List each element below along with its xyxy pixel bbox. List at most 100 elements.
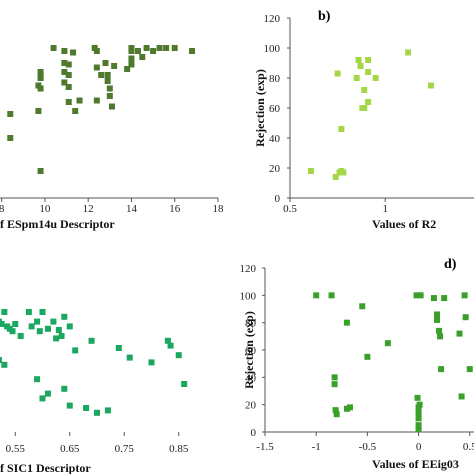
data-point bbox=[37, 168, 44, 174]
data-point bbox=[150, 48, 157, 54]
data-point bbox=[365, 69, 372, 75]
panel-label: b) bbox=[318, 9, 331, 24]
data-point bbox=[171, 45, 178, 51]
x-ticks: 0.55 0.65 0.75 0.85 bbox=[6, 432, 189, 455]
data-point bbox=[104, 407, 111, 414]
data-point bbox=[340, 169, 347, 176]
x-tick-label: 8 bbox=[0, 203, 5, 215]
data-point bbox=[39, 395, 46, 402]
data-point bbox=[343, 319, 350, 326]
y-tick-label: 100 bbox=[264, 43, 281, 55]
panel-label: d) bbox=[444, 257, 457, 272]
x-tick-label: 0.85 bbox=[169, 443, 189, 455]
data-point bbox=[17, 333, 24, 339]
data-point bbox=[106, 85, 113, 92]
y-tick-label: 80 bbox=[245, 318, 257, 330]
panel-d: 0 20 40 60 80 100 120 -1.5 -1 -0.5 0 0.5 Rejection… bbox=[240, 257, 474, 471]
data-point bbox=[328, 292, 335, 299]
data-point bbox=[65, 99, 72, 105]
x-ticks: 8 10 12 14 16 18 bbox=[0, 198, 224, 215]
data-point bbox=[37, 85, 44, 92]
data-point bbox=[438, 366, 445, 373]
data-point bbox=[417, 292, 424, 299]
data-point bbox=[139, 54, 146, 60]
y-tick-label: 40 bbox=[245, 372, 257, 384]
data-point bbox=[0, 357, 2, 363]
data-point bbox=[334, 70, 341, 77]
data-point bbox=[34, 376, 41, 383]
data-point bbox=[50, 318, 57, 325]
data-point bbox=[415, 415, 422, 422]
data-point bbox=[415, 422, 422, 429]
data-point bbox=[37, 75, 44, 81]
data-point bbox=[35, 108, 42, 114]
y-tick-label: 0 bbox=[275, 193, 281, 205]
y-tick-label: 60 bbox=[245, 345, 257, 357]
data-point bbox=[108, 103, 115, 110]
x-tick-label: 0.5 bbox=[283, 203, 297, 215]
data-point bbox=[357, 63, 364, 69]
data-point bbox=[361, 87, 368, 93]
data-point bbox=[313, 292, 320, 299]
data-point bbox=[415, 409, 422, 416]
data-point bbox=[434, 311, 440, 318]
x-tick-label: 0 bbox=[416, 441, 422, 453]
data-point bbox=[0, 321, 5, 327]
x-ticks: 0.511.5 bbox=[283, 198, 474, 215]
data-point bbox=[189, 48, 196, 54]
data-point bbox=[365, 57, 372, 63]
data-point bbox=[7, 111, 14, 117]
data-point bbox=[437, 333, 444, 340]
x-tick-label: -1.5 bbox=[256, 441, 274, 453]
data-point bbox=[338, 126, 345, 132]
data-point bbox=[163, 45, 170, 51]
y-axis-label: Rejection (exp) bbox=[242, 311, 256, 389]
data-point bbox=[128, 48, 135, 54]
data-point bbox=[124, 66, 131, 72]
data-point bbox=[25, 309, 32, 315]
data-point bbox=[65, 61, 72, 68]
x-axis-label: Values of EEig03 bbox=[372, 457, 459, 471]
x-tick-label: -0.5 bbox=[359, 441, 377, 453]
data-point bbox=[61, 313, 68, 320]
data-point bbox=[70, 49, 77, 56]
data-point bbox=[436, 327, 443, 334]
x-ticks: -1.5 -1 -0.5 0 0.5 bbox=[256, 432, 474, 453]
data-point bbox=[83, 405, 90, 411]
y-tick-label: 100 bbox=[240, 290, 257, 302]
data-point bbox=[28, 323, 35, 330]
data-point bbox=[143, 45, 150, 51]
data-point bbox=[58, 333, 65, 339]
data-point bbox=[128, 61, 135, 68]
data-point bbox=[384, 340, 391, 347]
y-ticks: 0 20 40 60 80 100 120 bbox=[240, 263, 265, 439]
data-points bbox=[7, 45, 196, 174]
data-point bbox=[65, 84, 72, 90]
data-point bbox=[61, 69, 68, 75]
x-tick-label: 0.75 bbox=[115, 443, 135, 455]
data-points bbox=[313, 292, 473, 433]
data-point bbox=[462, 314, 469, 321]
data-points bbox=[0, 309, 188, 416]
y-tick-label: 20 bbox=[269, 163, 281, 175]
data-point bbox=[39, 309, 46, 315]
data-point bbox=[37, 69, 44, 75]
data-point bbox=[36, 328, 43, 335]
x-tick-label: 18 bbox=[213, 203, 225, 215]
panel-c: 0.55 0.65 0.75 0.85 f SIC1 Descriptor bbox=[0, 309, 189, 474]
data-point bbox=[72, 108, 79, 114]
data-point bbox=[61, 385, 68, 392]
data-point bbox=[76, 97, 83, 104]
data-point bbox=[456, 330, 463, 337]
y-tick-label: 0 bbox=[251, 427, 257, 439]
data-point bbox=[365, 99, 372, 105]
data-point bbox=[93, 48, 100, 54]
data-point bbox=[115, 345, 122, 351]
data-point bbox=[346, 404, 353, 411]
data-point bbox=[434, 316, 440, 323]
data-point bbox=[128, 55, 135, 62]
data-point bbox=[414, 394, 421, 401]
data-point bbox=[364, 353, 371, 360]
